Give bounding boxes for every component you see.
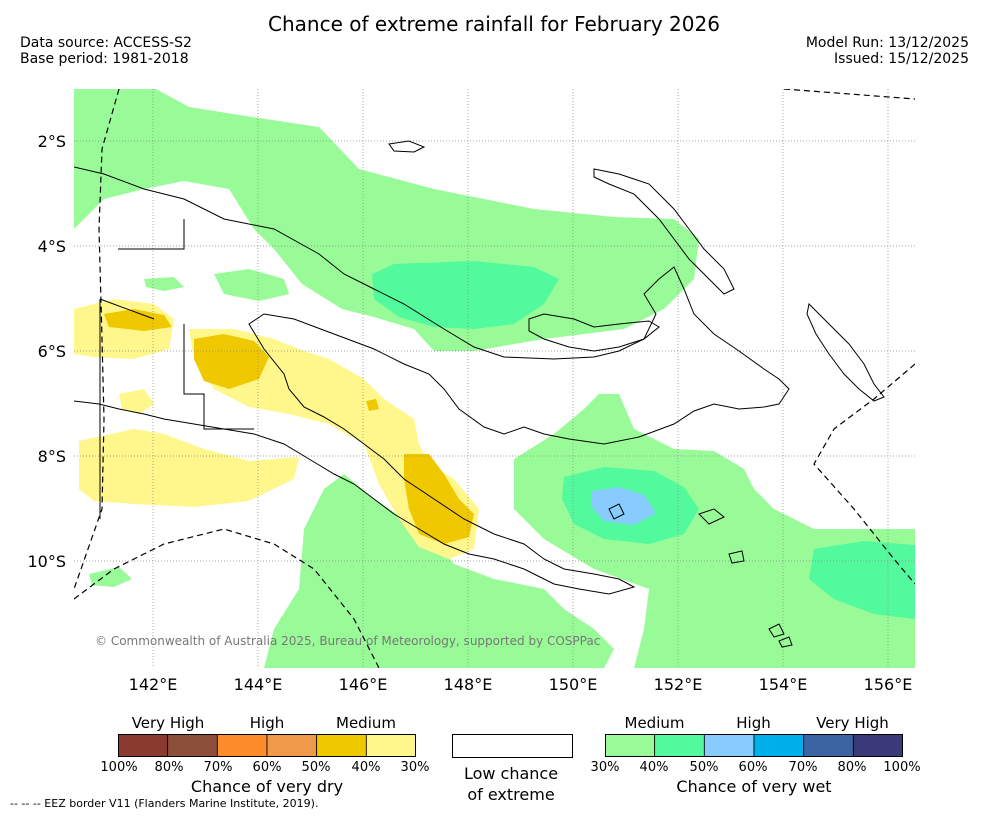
dry-percent-label: 50% [301,760,331,775]
dry-swatches [118,734,416,757]
dry-medium-south [404,454,474,544]
wet-percent-label: 30% [590,760,620,775]
eez-border-west [74,89,120,590]
low-chance-label: Low chance of extreme [430,763,592,805]
dry-header-medium: Medium [336,714,396,732]
new-ireland-coastline [593,168,735,295]
lon-tick-label: 146°E [338,675,388,694]
wet-percent-label: 70% [788,760,818,775]
dry-region-small-south [119,389,154,414]
lat-tick-label: 6°S [37,342,66,361]
lon-tick-label: 150°E [548,675,598,694]
wet-header-medium: Medium [624,714,685,732]
wet-percent-label: 100% [883,760,921,775]
dry-header-high: High [249,714,285,732]
lon-tick-label: 142°E [128,675,178,694]
coastlines [74,140,885,648]
wet-high-southeast [592,487,656,525]
wet-swatches [605,734,903,757]
wet-percent-label: 50% [689,760,719,775]
dry-header-very-high: Very High [131,714,205,732]
wet-percent-label: 60% [738,760,768,775]
lon-tick-label: 148°E [443,675,493,694]
map-panel [74,89,915,668]
eez-border-south [74,528,380,668]
map-fields [74,89,915,668]
dry-percent-label: 40% [351,760,381,775]
wet-colorbar [605,734,903,757]
dry-legend-title: Chance of very dry [190,777,344,796]
lat-tick-label: 10°S [27,552,66,571]
manus-coastline [388,140,426,153]
dry-swatch [216,734,268,757]
dry-percent-label: 60% [252,760,282,775]
chart-title: Chance of extreme rainfall for February … [268,12,720,36]
wet-core-east [809,541,915,619]
dry-swatch [167,734,218,757]
lat-tick-label: 4°S [37,237,66,256]
low-chance-swatch [452,734,573,758]
dry-region-central [189,329,479,559]
dry-percent-label: 30% [400,760,430,775]
wet-percent-label: 40% [639,760,669,775]
lon-tick-label: 156°E [863,675,913,694]
wet-swatch [703,734,755,757]
dry-percent-label: 80% [154,760,184,775]
wet-swatch [803,734,854,757]
copyright-notice: © Commonwealth of Australia 2025, Bureau… [95,634,601,648]
lon-tick-label: 144°E [233,675,283,694]
wet-core-north [372,261,559,329]
wet-swatch [852,734,903,757]
wet-colorbar-border [605,734,903,757]
wet-swatch [753,734,805,757]
dry-medium-small [366,399,379,411]
dry-colorbar [118,734,416,757]
dry-swatch [365,734,416,757]
dry-swatch [266,734,318,757]
eez-borders [74,89,915,668]
new-britain-coastline [528,313,660,352]
data-source: Data source: ACCESS-S2 [20,35,192,51]
lon-tick-label: 154°E [758,675,808,694]
base-period: Base period: 1981-2018 [20,51,189,67]
dry-swatch [118,734,169,757]
lon-tick-label: 152°E [653,675,703,694]
model-run: Model Run: 13/12/2025 [805,35,969,51]
dry-region-southwest [79,429,299,507]
wet-header-high: High [736,714,771,732]
low-chance-line2: of extreme [467,785,555,804]
bougainville-coastline [806,302,885,402]
data-info: Data source: ACCESS-S2 Base period: 1981… [20,35,192,67]
dry-medium-west [104,309,172,331]
dry-swatch [316,734,367,757]
eez-border-northeast [783,89,915,100]
gulf-islands [608,503,793,648]
png-border [99,219,254,519]
eez-border-east [813,363,915,585]
dry-percent-label: 100% [100,760,138,775]
wet-swatch [654,734,705,757]
wet-legend-title: Chance of very wet [676,777,832,796]
dry-percent-label: 70% [203,760,233,775]
lat-tick-label: 2°S [37,132,66,151]
lat-tick-label: 8°S [37,447,66,466]
wet-region-southeast [514,394,915,668]
dry-colorbar-border [118,734,416,757]
wet-region-north-ne [214,269,289,301]
dry-medium-central [194,334,269,389]
wet-region-small-west [144,277,184,291]
eez-border-note: -- -- -- EEZ border V11 (Flanders Marine… [10,797,319,810]
wet-region-small-sw [89,567,132,587]
new-guinea-coastline [74,166,790,595]
wet-swatch [605,734,656,757]
issued-date: Issued: 15/12/2025 [834,51,969,67]
grid-lines [74,89,915,668]
run-info: Model Run: 13/12/2025 Issued: 15/12/2025 [806,35,969,67]
wet-header-very-high: Very High [816,714,889,732]
wet-percent-label: 80% [837,760,867,775]
low-chance-line1: Low chance [463,764,559,783]
wet-region-southwest [264,474,614,668]
